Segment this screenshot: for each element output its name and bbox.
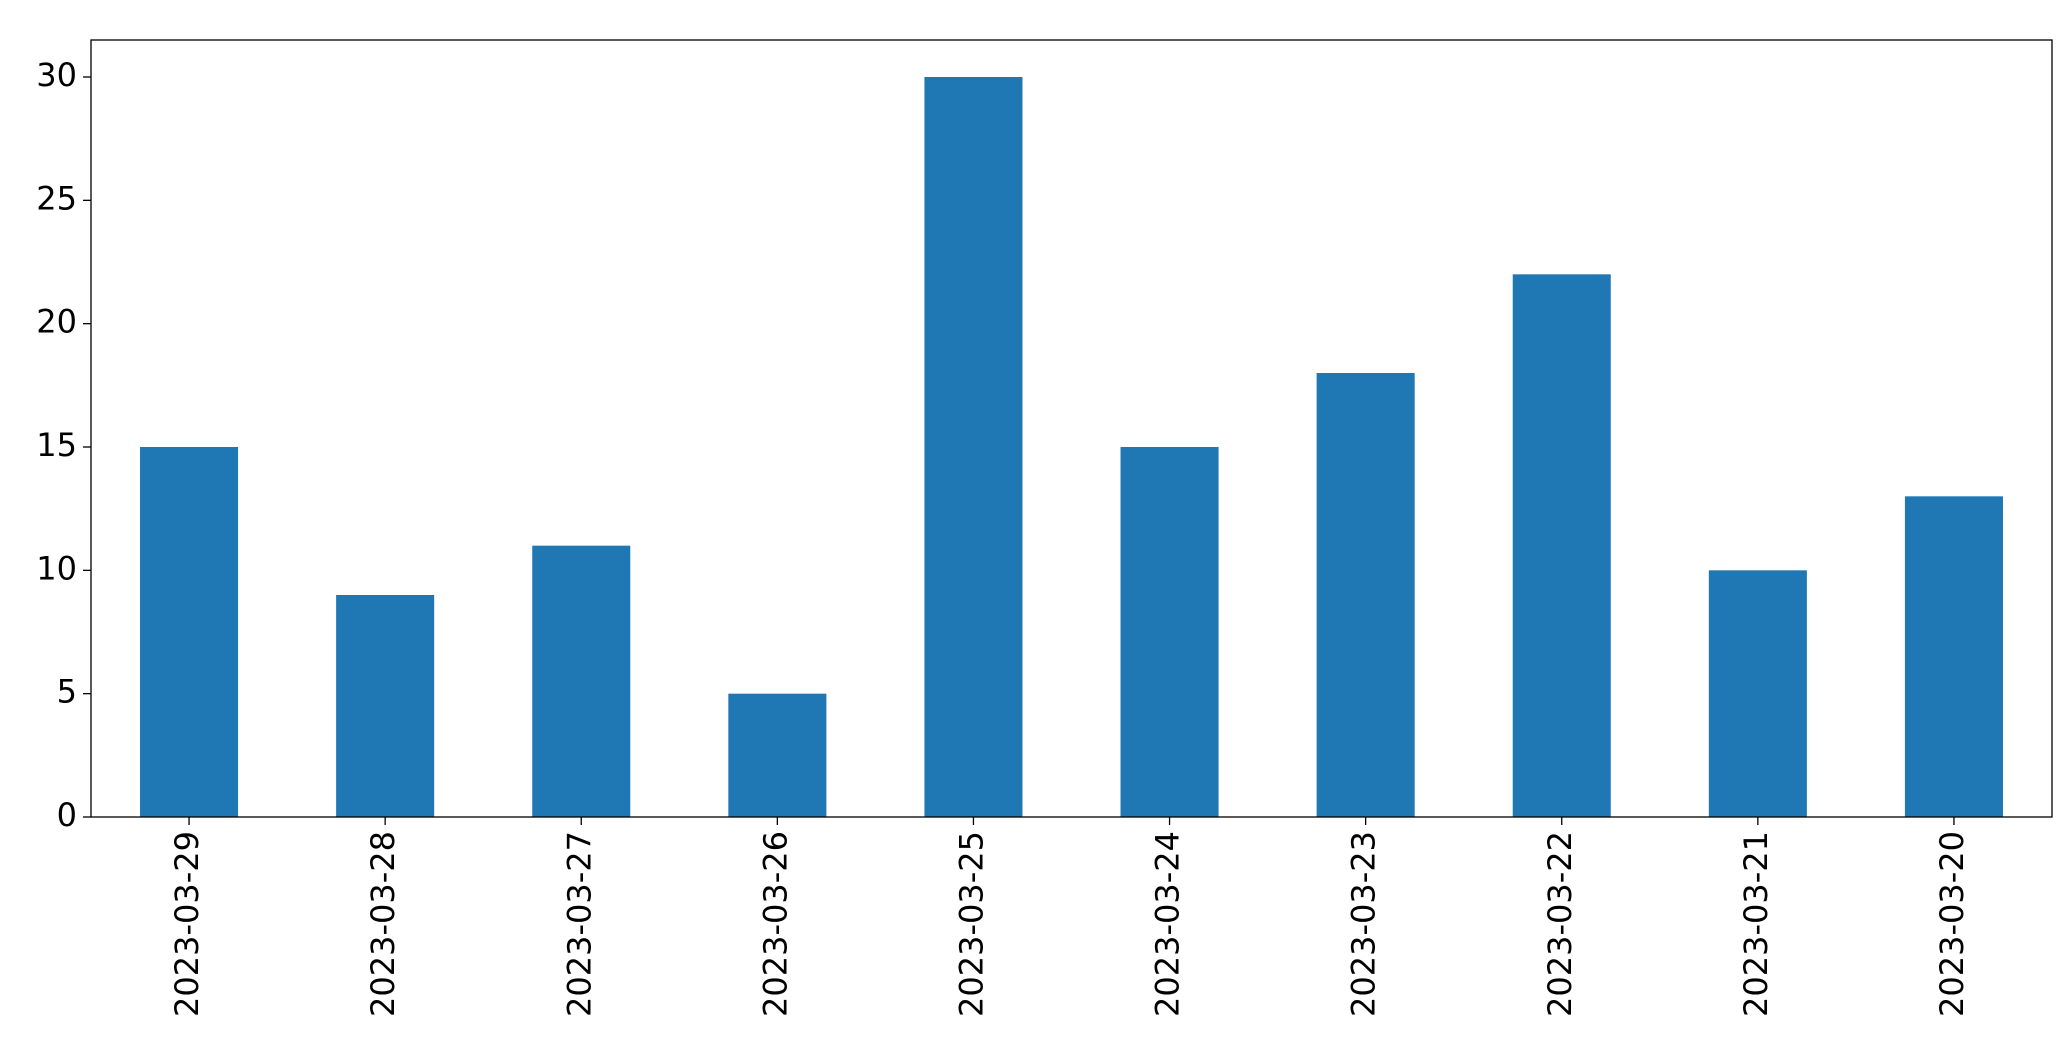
x-tick-label: 2023-03-28	[364, 831, 402, 1017]
x-tick-label: 2023-03-24	[1149, 831, 1187, 1017]
x-tick-label: 2023-03-23	[1345, 831, 1383, 1017]
y-tick-label: 25	[36, 179, 77, 217]
y-tick-label: 20	[36, 303, 77, 341]
x-tick-label: 2023-03-27	[560, 831, 598, 1017]
y-tick-label: 5	[57, 673, 77, 711]
y-tick-label: 10	[36, 549, 77, 587]
bar	[728, 693, 827, 817]
bar	[1120, 447, 1219, 817]
x-tick-label: 2023-03-22	[1541, 831, 1579, 1017]
bar	[1708, 570, 1807, 817]
y-tick-label: 15	[36, 426, 77, 464]
x-tick-label: 2023-03-25	[952, 831, 990, 1017]
bar	[1904, 496, 2003, 817]
bar	[1512, 274, 1611, 817]
bar	[924, 77, 1023, 817]
x-tick-label: 2023-03-20	[1933, 831, 1971, 1017]
x-tick-label: 2023-03-26	[756, 831, 794, 1017]
bar	[336, 595, 435, 817]
x-tick-label: 2023-03-29	[168, 831, 206, 1017]
bar	[1316, 373, 1415, 817]
y-tick-label: 0	[57, 796, 77, 834]
plot-frame	[90, 39, 2053, 818]
x-tick-label: 2023-03-21	[1737, 831, 1775, 1017]
bar	[140, 447, 239, 817]
bar	[532, 545, 631, 817]
y-tick-label: 30	[36, 56, 77, 94]
